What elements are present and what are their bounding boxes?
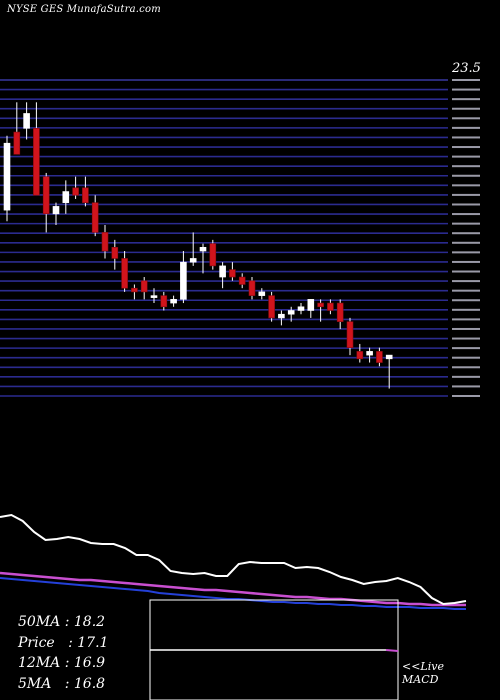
candle-up [278,313,285,319]
axis-tick-mark [452,232,480,235]
axis-tick-mark [452,395,480,397]
axis-tick-mark [452,385,480,388]
candle-up [307,299,315,311]
axis-tick-mark [452,375,480,378]
axis-tick-mark [452,299,480,302]
candle-down [82,187,89,203]
axis-tick-mark [452,213,480,216]
candle-up [297,306,305,311]
ma-purple-line [0,571,466,607]
chart-title: NYSE GES MunafaSutra.com [7,4,161,15]
candle-down [317,302,324,308]
axis-tick-mark [452,289,480,292]
macd-label-line1[interactable]: <<Live [402,660,444,673]
candle-down [376,351,383,363]
candle-up [189,258,197,263]
axis-tick-mark [452,203,480,206]
candle-down [42,176,50,215]
candle-down [131,287,138,293]
candle-up [52,206,60,215]
macd-label-line2[interactable]: MACD [402,673,439,686]
candle-up [366,351,373,356]
ma-stats: 50MA : 18.2 Price : 17.1 12MA : 16.9 5MA… [18,612,108,694]
stat-price: Price : 17.1 [18,634,109,651]
stat-50ma: 50MA : 18.2 [18,614,106,630]
candle-down [248,280,256,296]
candle-down [140,280,148,293]
candle-up [219,265,226,278]
candle-down [346,321,354,348]
axis-tick-mark [452,251,480,254]
axis-tick-mark [452,146,480,149]
candle-down [33,128,40,196]
axis-tick-mark [452,327,480,330]
candle-down [160,295,168,308]
candle-up [287,310,295,315]
moving-average-panel [0,513,467,610]
axis-tick-mark [452,318,480,321]
price-axis-ticks [452,79,480,397]
axis-tick-mark [452,88,480,91]
candle-down [72,187,79,196]
candle-up [3,142,11,211]
axis-tick-mark [452,79,480,81]
axis-tick-mark [452,280,480,283]
candle-down [336,302,344,322]
axis-tick-mark [452,222,480,225]
candle-up [62,191,70,203]
price-axis-top-label: 23.5 [452,61,481,76]
price-grid [0,79,448,397]
candle-down [229,269,236,278]
live-macd-link[interactable]: <<Live MACD [402,660,444,686]
candle-up [23,113,30,129]
axis-tick-mark [452,184,480,187]
axis-tick-mark [452,347,480,350]
axis-tick-mark [452,98,480,101]
candle-down [209,243,217,267]
ma-white-line [0,513,467,606]
axis-tick-mark [452,337,480,340]
ma-blue-line [0,577,466,610]
axis-tick-mark [452,356,480,359]
candle-down [327,302,334,311]
axis-tick-mark [452,270,480,273]
axis-tick-mark [452,260,480,263]
axis-tick-mark [452,126,480,129]
candle-up [385,354,393,360]
candle-down [111,246,119,259]
axis-tick-mark [452,193,480,196]
candle-down [268,295,275,319]
candle-down [121,258,128,289]
candle-down [13,131,21,155]
macd-signal-tail [385,649,399,652]
axis-tick-mark [452,136,480,139]
candle-up [199,246,207,252]
axis-tick-mark [452,155,480,158]
axis-tick-mark [452,308,480,311]
candle-down [238,276,246,285]
axis-tick-mark [452,165,480,168]
candle-down [101,232,109,252]
axis-tick-mark [452,107,480,110]
axis-tick-mark [452,366,480,369]
axis-tick-mark [452,241,480,244]
candle-up [170,299,177,304]
axis-tick-mark [452,174,480,177]
macd-panel [149,599,399,700]
stat-5ma: 5MA : 16.8 [18,675,106,692]
axis-tick-mark [452,117,480,120]
candle-down [356,351,364,360]
candle-up [180,261,187,300]
candle-up [150,295,158,298]
candlestick-series [3,102,393,389]
candle-down [91,202,99,233]
stat-12ma: 12MA : 16.9 [18,655,106,671]
candle-up [258,291,266,296]
